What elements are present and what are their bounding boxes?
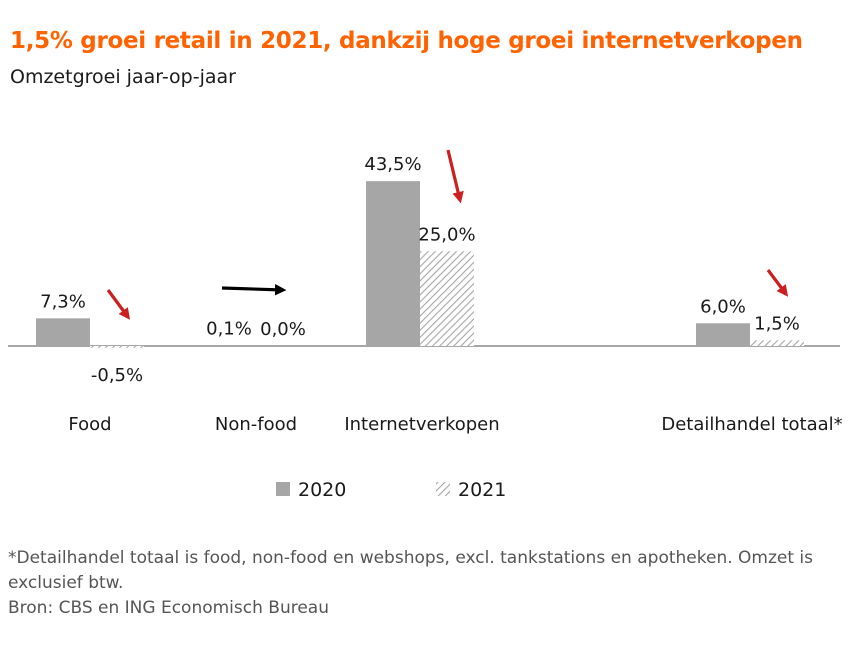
data-label-2021-2: 0,0% — [260, 319, 306, 340]
category-label-2: Non-food — [215, 414, 297, 435]
legend-label-2021: 2021 — [458, 479, 506, 501]
bar-2021-4 — [750, 340, 804, 346]
data-label-2021-3: 25,0% — [418, 224, 475, 245]
legend-swatch-2021 — [436, 482, 450, 496]
category-label-3: Internetverkopen — [344, 414, 499, 435]
chart-title: 1,5% groei retail in 2021, dankzij hoge … — [10, 28, 803, 54]
data-label-2021-1: -0,5% — [91, 365, 143, 386]
down-arrow-icon-1 — [106, 289, 131, 320]
source-note: Bron: CBS en ING Economisch Bureau — [8, 598, 329, 618]
chart-footer: *Detailhandel totaal is food, non-food e… — [8, 546, 853, 621]
legend-swatch-2020 — [276, 482, 290, 496]
bar-2020-3 — [366, 181, 420, 346]
bar-2021-1 — [90, 346, 144, 348]
bar-2020-1 — [36, 318, 90, 346]
data-label-2021-4: 1,5% — [754, 313, 800, 334]
down-arrow-icon-3 — [446, 149, 464, 204]
data-label-2020-4: 6,0% — [700, 296, 746, 317]
down-arrow-icon-4 — [766, 269, 789, 297]
chart-subtitle: Omzetgroei jaar-op-jaar — [10, 66, 236, 88]
bar-2020-4 — [696, 323, 750, 346]
legend-label-2020: 2020 — [298, 479, 346, 501]
data-label-2020-3: 43,5% — [364, 154, 421, 175]
footnote: *Detailhandel totaal is food, non-food e… — [8, 548, 813, 593]
category-label-4: Detailhandel totaal* — [661, 414, 842, 435]
flat-arrow-icon-2 — [221, 283, 287, 296]
category-label-1: Food — [68, 414, 111, 435]
data-label-2020-1: 7,3% — [40, 291, 86, 312]
bar-2021-3 — [420, 251, 474, 346]
data-label-2020-2: 0,1% — [206, 319, 252, 340]
bar-chart: 7,3% -0,5% 0,1% 0,0% 43,5% 25,0% 6,0% 1,5% Food N… — [8, 149, 843, 501]
